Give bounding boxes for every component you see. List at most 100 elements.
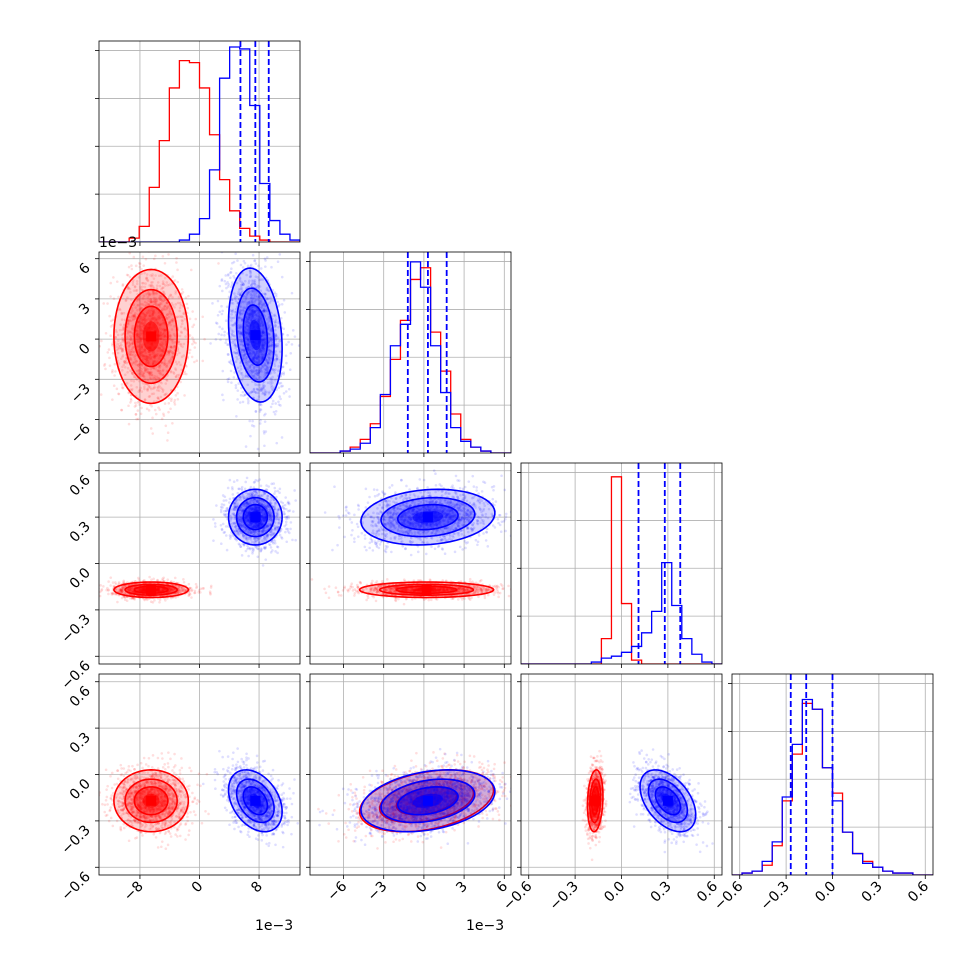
scatter-point bbox=[214, 338, 218, 341]
scatter-point bbox=[155, 292, 159, 295]
scatter-point bbox=[274, 410, 278, 413]
scatter-point bbox=[288, 395, 291, 398]
scatter-point bbox=[123, 323, 126, 327]
scatter-point bbox=[259, 418, 262, 422]
scatter-point bbox=[172, 346, 176, 349]
scatter-point bbox=[185, 365, 188, 368]
scatter-point bbox=[118, 328, 122, 332]
scatter-point bbox=[165, 306, 169, 309]
scatter-point bbox=[95, 591, 98, 594]
scatter-point bbox=[130, 342, 133, 346]
scatter-point bbox=[134, 354, 137, 357]
scatter-point bbox=[144, 368, 147, 372]
scatter-point bbox=[209, 342, 212, 345]
scatter-point bbox=[137, 373, 140, 376]
scatter-point bbox=[163, 276, 167, 280]
scatter-point bbox=[103, 364, 106, 367]
scatter-point bbox=[140, 363, 144, 367]
scatter-point bbox=[263, 342, 267, 345]
scatter-point bbox=[149, 318, 153, 321]
scatter-point bbox=[170, 312, 174, 316]
scatter-point bbox=[132, 350, 136, 354]
scatter-point bbox=[182, 354, 186, 357]
scatter-point bbox=[249, 354, 253, 358]
scatter-point bbox=[246, 239, 249, 242]
scatter-point bbox=[287, 387, 291, 391]
scatter-point bbox=[169, 357, 173, 360]
scatter-point bbox=[162, 361, 166, 364]
scatter-point bbox=[141, 357, 145, 361]
scatter-point bbox=[147, 292, 151, 295]
scatter-point bbox=[215, 322, 219, 325]
scatter-point bbox=[149, 377, 153, 381]
scatter-point bbox=[268, 289, 271, 293]
scatter-point bbox=[165, 313, 169, 317]
scatter-point bbox=[177, 373, 181, 377]
scatter-point bbox=[162, 349, 165, 353]
scatter-point bbox=[151, 311, 155, 314]
scatter-point bbox=[142, 323, 146, 327]
scatter-point bbox=[112, 297, 116, 301]
scatter-point bbox=[177, 295, 181, 299]
scatter-point bbox=[156, 318, 159, 321]
scatter-point bbox=[143, 304, 146, 307]
scatter-point bbox=[148, 376, 152, 380]
scatter-point bbox=[109, 295, 112, 298]
scatter-point bbox=[168, 337, 172, 341]
scatter-point bbox=[126, 331, 130, 335]
scatter-point bbox=[111, 323, 114, 327]
scatter-point bbox=[121, 328, 124, 332]
scatter-point bbox=[152, 277, 156, 280]
scatter-point bbox=[159, 314, 163, 317]
scatter-point bbox=[270, 344, 274, 348]
scatter-point bbox=[236, 398, 239, 401]
scatter-point bbox=[141, 322, 145, 326]
scatter-point bbox=[141, 297, 145, 300]
scatter-point bbox=[142, 313, 146, 316]
scatter-point bbox=[232, 274, 235, 278]
scatter-point bbox=[156, 316, 159, 320]
scatter-point bbox=[224, 341, 227, 345]
scatter-point bbox=[147, 252, 151, 253]
scatter-point bbox=[264, 259, 267, 262]
scatter-point bbox=[130, 331, 134, 334]
scatter-point bbox=[172, 345, 176, 348]
scatter-point bbox=[162, 328, 165, 331]
scatter-point bbox=[252, 311, 255, 314]
scatter-point bbox=[139, 346, 143, 350]
scatter-point bbox=[236, 245, 239, 248]
scatter-point bbox=[115, 348, 119, 352]
scatter-point bbox=[138, 265, 142, 269]
scatter-point bbox=[119, 357, 123, 361]
scatter-point bbox=[165, 365, 168, 368]
scatter-point bbox=[136, 326, 140, 330]
scatter-point bbox=[132, 380, 136, 383]
scatter-point bbox=[136, 340, 140, 344]
scatter-point bbox=[153, 359, 157, 363]
scatter-point bbox=[130, 267, 134, 271]
scatter-point bbox=[158, 316, 161, 319]
scatter-point bbox=[167, 315, 171, 319]
scatter-point bbox=[278, 533, 282, 537]
scatter-point bbox=[159, 274, 163, 277]
scatter-point bbox=[248, 275, 252, 279]
scatter-point bbox=[159, 334, 163, 338]
scatter-point bbox=[179, 325, 183, 328]
scatter-point bbox=[133, 355, 136, 359]
scatter-point bbox=[169, 361, 173, 364]
scatter-point bbox=[94, 584, 97, 587]
scatter-point bbox=[160, 298, 164, 302]
scatter-point bbox=[130, 316, 133, 319]
scatter-point bbox=[173, 324, 176, 328]
scatter-point bbox=[171, 319, 175, 323]
scatter-point bbox=[120, 343, 123, 347]
scatter-point bbox=[148, 311, 151, 315]
scatter-point bbox=[146, 370, 150, 374]
scatter-point bbox=[277, 386, 281, 390]
scatter-point bbox=[137, 390, 141, 394]
scatter-point bbox=[294, 538, 297, 542]
scatter-point bbox=[145, 358, 149, 361]
scatter-point bbox=[291, 329, 295, 332]
scatter-point bbox=[140, 353, 144, 357]
scatter-point bbox=[146, 357, 150, 361]
